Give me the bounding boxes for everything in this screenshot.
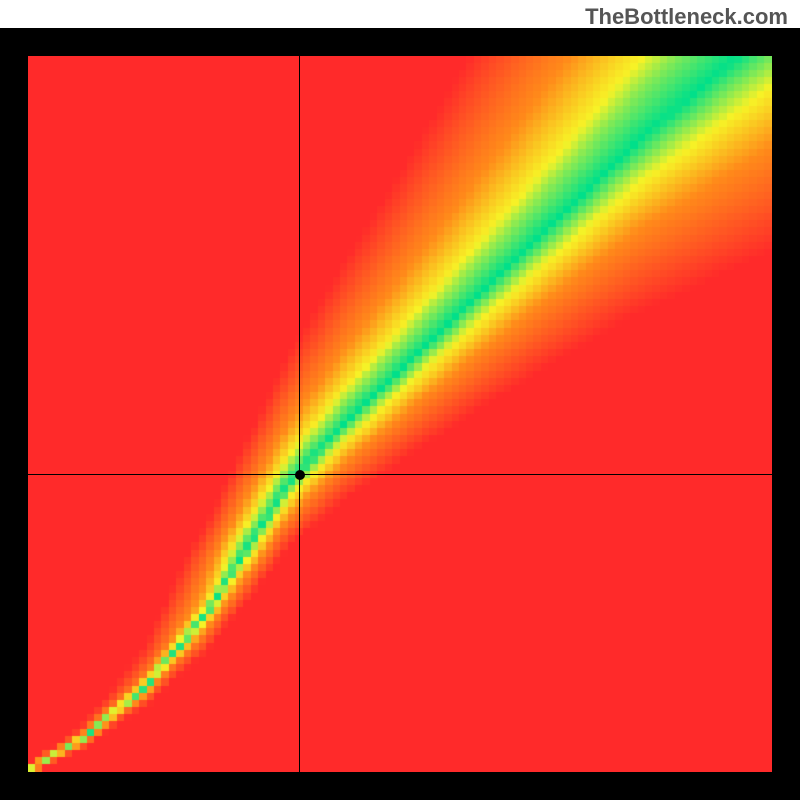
heatmap-canvas xyxy=(28,56,772,772)
plot-area xyxy=(28,56,772,772)
root-container: TheBottleneck.com xyxy=(0,0,800,800)
plot-frame xyxy=(0,28,800,800)
crosshair-vertical xyxy=(299,56,300,772)
crosshair-horizontal xyxy=(28,474,772,475)
crosshair-marker xyxy=(295,470,305,480)
watermark-text: TheBottleneck.com xyxy=(585,4,788,30)
